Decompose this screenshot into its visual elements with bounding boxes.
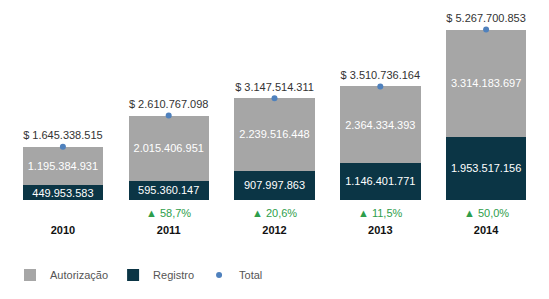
svg-text:2011: 2011	[157, 224, 181, 236]
svg-text:595.360.147: 595.360.147	[138, 184, 199, 196]
svg-text:$ 2.610.767.098: $ 2.610.767.098	[129, 98, 209, 110]
svg-text:2.239.516.448: 2.239.516.448	[239, 128, 309, 140]
svg-text:1.953.517.156: 1.953.517.156	[451, 162, 521, 174]
svg-text:2010: 2010	[51, 224, 75, 236]
svg-text:▲ 11,5%: ▲ 11,5%	[358, 207, 403, 219]
svg-text:2.364.334.393: 2.364.334.393	[345, 119, 415, 131]
svg-text:$ 3.510.736.164: $ 3.510.736.164	[341, 69, 421, 81]
svg-text:2013: 2013	[368, 224, 392, 236]
svg-text:449.953.583: 449.953.583	[32, 187, 93, 199]
svg-text:3.314.183.697: 3.314.183.697	[451, 77, 521, 89]
svg-text:▲ 58,7%: ▲ 58,7%	[146, 207, 191, 219]
svg-text:2.015.406.951: 2.015.406.951	[134, 142, 204, 154]
svg-text:1.146.401.771: 1.146.401.771	[345, 175, 415, 187]
svg-text:2014: 2014	[474, 224, 499, 236]
svg-text:Registro: Registro	[153, 269, 194, 281]
svg-text:907.997.863: 907.997.863	[244, 179, 305, 191]
svg-text:▲ 50,0%: ▲ 50,0%	[464, 207, 509, 219]
svg-text:$ 1.645.338.515: $ 1.645.338.515	[23, 129, 103, 141]
svg-text:$ 3.147.514.311: $ 3.147.514.311	[235, 81, 314, 93]
svg-text:1.195.384.931: 1.195.384.931	[28, 160, 98, 172]
svg-text:Autorização: Autorização	[50, 269, 108, 281]
svg-text:$ 5.267.700.853: $ 5.267.700.853	[446, 12, 526, 24]
svg-text:Total: Total	[239, 269, 262, 281]
svg-text:2012: 2012	[262, 224, 286, 236]
svg-text:▲ 20,6%: ▲ 20,6%	[252, 207, 297, 219]
